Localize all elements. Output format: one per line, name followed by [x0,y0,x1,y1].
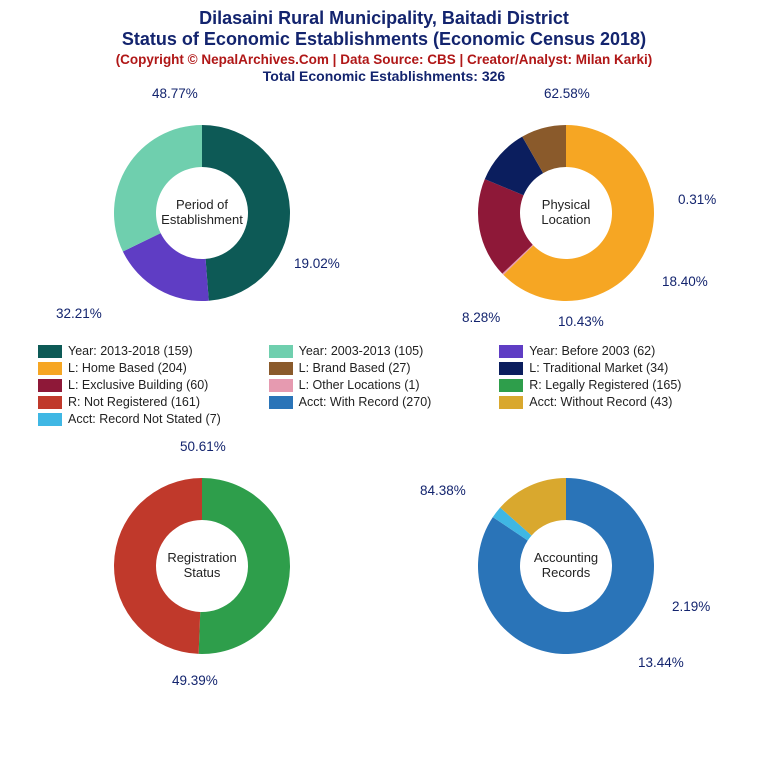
charts-row-top: Period ofEstablishment 48.77% 19.02% 32.21%… [0,88,768,338]
legend-item: Acct: Record Not Stated (7) [38,412,269,426]
charts-row-bottom: RegistrationStatus 50.61% 49.39% Accountin… [0,441,768,691]
legend-item: Acct: With Record (270) [269,395,500,409]
legend-label: L: Exclusive Building (60) [68,378,208,392]
donut-center-label: RegistrationStatus [157,551,247,581]
legend-label: Year: 2003-2013 (105) [299,344,424,358]
legend-swatch [499,362,523,375]
percent-label: 50.61% [180,439,226,454]
legend-item: Acct: Without Record (43) [499,395,730,409]
legend-item: L: Brand Based (27) [269,361,500,375]
legend-label: Acct: Record Not Stated (7) [68,412,221,426]
legend-label: L: Home Based (204) [68,361,187,375]
donut-center-label: Period ofEstablishment [157,198,247,228]
copyright-line: (Copyright © NepalArchives.Com | Data So… [10,52,758,67]
total-line: Total Economic Establishments: 326 [10,68,758,84]
percent-label: 18.40% [662,274,708,289]
chart-accounting-records: AccountingRecords 84.38% 2.19% 13.44% [406,441,726,691]
legend-item: L: Exclusive Building (60) [38,378,269,392]
legend-item: L: Home Based (204) [38,361,269,375]
chart-period-of-establishment: Period ofEstablishment 48.77% 19.02% 32.21% [42,88,362,338]
donut-center-label: AccountingRecords [521,551,611,581]
percent-label: 13.44% [638,655,684,670]
legend-swatch [499,396,523,409]
legend-label: R: Legally Registered (165) [529,378,681,392]
legend-swatch [269,362,293,375]
percent-label: 49.39% [172,673,218,688]
percent-label: 10.43% [558,314,604,329]
legend-label: Acct: With Record (270) [299,395,432,409]
legend-item: Year: Before 2003 (62) [499,344,730,358]
percent-label: 62.58% [544,86,590,101]
chart-physical-location: PhysicalLocation 62.58% 0.31% 18.40% 10.43% 8… [406,88,726,338]
legend-item: Year: 2013-2018 (159) [38,344,269,358]
legend-label: L: Other Locations (1) [299,378,420,392]
legend-swatch [38,345,62,358]
legend-item: L: Traditional Market (34) [499,361,730,375]
legend-label: L: Brand Based (27) [299,361,411,375]
legend-label: Year: Before 2003 (62) [529,344,655,358]
percent-label: 19.02% [294,256,340,271]
legend-item: Year: 2003-2013 (105) [269,344,500,358]
percent-label: 84.38% [420,483,466,498]
legend: Year: 2013-2018 (159) Year: 2003-2013 (10… [0,338,768,433]
legend-item: R: Legally Registered (165) [499,378,730,392]
legend-swatch [38,396,62,409]
legend-item: R: Not Registered (161) [38,395,269,409]
percent-label: 32.21% [56,306,102,321]
header: Dilasaini Rural Municipality, Baitadi Di… [0,0,768,86]
percent-label: 48.77% [152,86,198,101]
donut-slice [114,125,202,252]
legend-label: L: Traditional Market (34) [529,361,668,375]
legend-swatch [499,345,523,358]
percent-label: 2.19% [672,599,710,614]
legend-swatch [499,379,523,392]
chart-registration-status: RegistrationStatus 50.61% 49.39% [42,441,362,691]
legend-label: Year: 2013-2018 (159) [68,344,193,358]
legend-swatch [269,379,293,392]
legend-item: L: Other Locations (1) [269,378,500,392]
legend-swatch [269,396,293,409]
percent-label: 0.31% [678,192,716,207]
legend-swatch [38,413,62,426]
legend-label: Acct: Without Record (43) [529,395,672,409]
title-line-2: Status of Economic Establishments (Econo… [10,29,758,50]
title-line-1: Dilasaini Rural Municipality, Baitadi Di… [10,8,758,29]
legend-label: R: Not Registered (161) [68,395,200,409]
legend-swatch [38,379,62,392]
donut-center-label: PhysicalLocation [521,198,611,228]
percent-label: 8.28% [462,310,500,325]
legend-swatch [38,362,62,375]
legend-swatch [269,345,293,358]
